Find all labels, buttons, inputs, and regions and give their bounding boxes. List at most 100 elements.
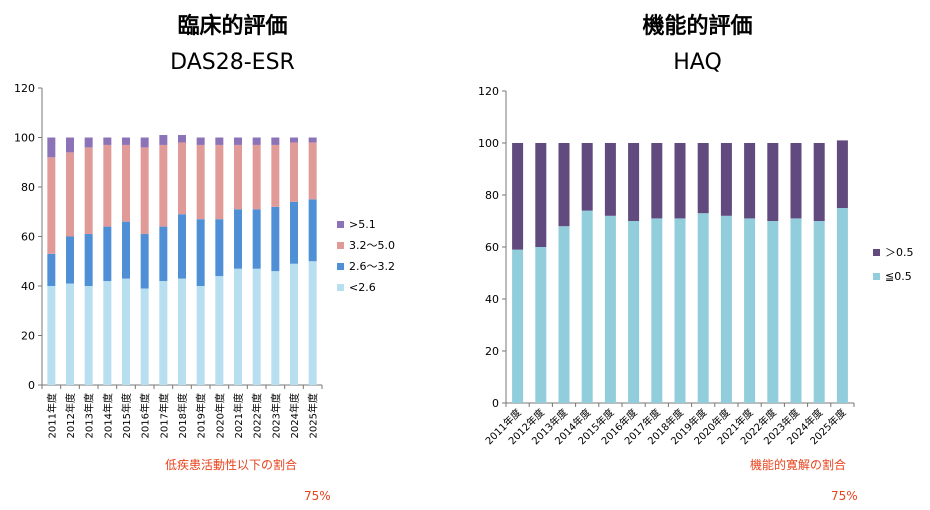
bar-segment: [178, 214, 186, 279]
bar-segment: [84, 286, 93, 385]
haq-chart: 0204060801001202011年度2012年度2013年度2014年度2…: [478, 85, 914, 447]
bar-segment: [604, 143, 616, 216]
bar-segment: [581, 210, 593, 403]
bar-segment: [159, 144, 168, 227]
bar-segment: [122, 144, 130, 222]
x-tick-label: 2025年度: [307, 393, 320, 438]
bar-segment: [290, 201, 298, 264]
x-tick-label: 2022年度: [251, 393, 264, 438]
x-tick-label: 2024年度: [288, 393, 301, 438]
bar-segment: [84, 147, 93, 235]
bar-segment: [215, 276, 224, 385]
bar-segment: [813, 143, 825, 221]
bar-segment: [196, 144, 205, 220]
bar-segment: [790, 143, 802, 219]
legend-swatch: [337, 263, 344, 270]
bar-segment: [140, 288, 149, 385]
bar-segment: [512, 249, 524, 403]
x-tick-label: 2018年度: [176, 393, 189, 438]
bar-segment: [196, 219, 205, 286]
bar-segment: [252, 144, 261, 210]
bar-segment: [558, 143, 570, 227]
bar-segment: [767, 221, 779, 403]
legend-label: 2.6～3.2: [349, 260, 395, 273]
bar-segment: [790, 218, 802, 403]
bar-segment: [674, 143, 686, 219]
chart-title: DAS28-ESR: [170, 50, 295, 75]
bar-segment: [159, 135, 168, 145]
bar-segment: [196, 137, 205, 145]
y-tick-label: 20: [485, 345, 499, 358]
das28-chart: 0 20 40 60 80 100 120 2011年度 2012年度 2013年度 2014年度 2…: [14, 82, 395, 438]
legend-label: >5.1: [349, 218, 376, 231]
bar-segment: [271, 144, 280, 207]
bar-segment: [308, 142, 317, 200]
bar-segment: [697, 143, 709, 214]
chart-note: 低疾患活動性以下の割合: [165, 458, 298, 472]
chart-note-value: 75%: [304, 489, 331, 503]
x-tick-label: 2012年度: [64, 393, 77, 438]
bar-segment: [215, 219, 224, 277]
bar-segment: [290, 137, 298, 143]
y-tick-label: 0: [28, 379, 35, 392]
bar-segment: [47, 286, 56, 385]
bar-segment: [744, 218, 756, 403]
bar-segment: [558, 226, 570, 403]
legend-label: <2.6: [349, 281, 376, 294]
bar-segment: [234, 137, 242, 145]
chart-heading: 機能的評価: [642, 14, 753, 39]
bar-segment: [122, 137, 130, 145]
legend-swatch: [337, 221, 344, 228]
bar-segment: [512, 143, 524, 250]
bar-segment: [271, 271, 280, 385]
bar-segment: [66, 152, 74, 237]
x-tick-label: 2021年度: [232, 393, 245, 438]
bar-segment: [234, 209, 242, 269]
legend-swatch: [337, 242, 344, 249]
bar-segment: [66, 236, 74, 284]
bar-segment: [234, 268, 242, 385]
x-tick-label: 2023年度: [269, 393, 282, 438]
bar-segment: [308, 137, 317, 143]
bar-segment: [744, 143, 756, 219]
bar-segment: [290, 142, 298, 202]
y-tick-label: 40: [485, 293, 499, 306]
bar-segment: [215, 144, 224, 220]
bar-segment: [836, 140, 848, 208]
bar-segment: [720, 215, 732, 403]
x-tick-label: 2015年度: [120, 393, 133, 438]
chart-title: HAQ: [673, 50, 722, 75]
bar-segment: [813, 221, 825, 403]
x-tick-label: 2019年度: [195, 393, 208, 438]
y-tick-label: 60: [485, 241, 499, 254]
legend-swatch: [873, 249, 880, 256]
bar-segment: [159, 281, 168, 385]
y-tick-label: 20: [21, 330, 35, 343]
panel-haq: 機能的評価 HAQ 0 20 40 60 80 100 120 2011年度 2012年度 201…: [465, 0, 930, 510]
bar-segment: [234, 144, 242, 210]
bar-segment: [535, 247, 547, 403]
bar-segment: [252, 209, 261, 269]
bar-segment: [103, 226, 112, 282]
y-tick-label: 100: [14, 132, 35, 145]
bar-segment: [215, 137, 224, 145]
legend-label: 3.2～5.0: [349, 239, 395, 252]
chart-heading: 臨床的評価: [177, 14, 288, 39]
bar-segment: [651, 143, 663, 219]
x-tick-label: 2017年度: [157, 393, 170, 438]
bar-segment: [178, 135, 186, 143]
bar-segment: [271, 206, 280, 272]
bar-segment: [674, 218, 686, 403]
x-tick-label: 2016年度: [139, 393, 152, 438]
y-tick-label: 120: [478, 85, 499, 98]
bar-segment: [103, 281, 112, 385]
bar-segment: [697, 213, 709, 403]
bar-segment: [103, 137, 112, 145]
bar-segment: [308, 261, 317, 385]
bar-segment: [628, 221, 640, 403]
bar-segment: [140, 147, 149, 235]
y-tick-label: 0: [492, 397, 499, 410]
bar-segment: [836, 208, 848, 403]
bar-segment: [720, 143, 732, 216]
legend-label: ＞0.5: [885, 246, 914, 259]
